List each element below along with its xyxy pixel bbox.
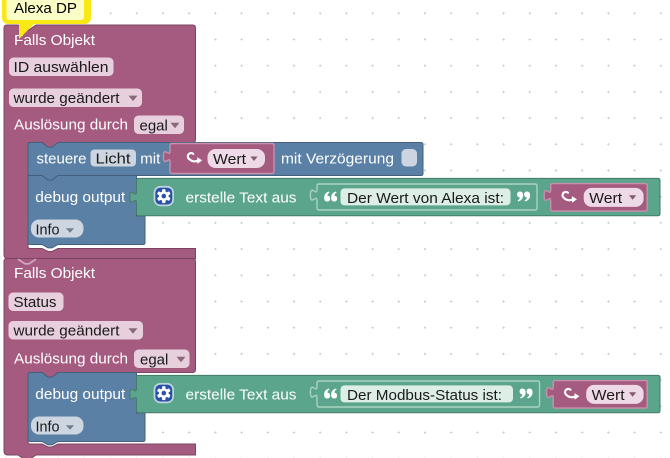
svg-text:wurde geändert: wurde geändert	[12, 323, 120, 340]
svg-text:Falls Objekt: Falls Objekt	[14, 265, 96, 282]
svg-text:Auslösung durch: Auslösung durch	[14, 351, 128, 368]
svg-text:Status: Status	[14, 294, 57, 311]
svg-text:Wert: Wert	[589, 190, 623, 207]
svg-text:erstelle Text aus: erstelle Text aus	[186, 190, 297, 207]
svg-text:Auslösung durch: Auslösung durch	[14, 117, 128, 134]
svg-text:Der Wert von Alexa ist:: Der Wert von Alexa ist:	[347, 190, 504, 207]
svg-text:Licht: Licht	[96, 151, 132, 168]
svg-text:Wert: Wert	[213, 151, 247, 168]
svg-text:debug output: debug output	[35, 189, 126, 206]
svg-text:wurde geändert: wurde geändert	[12, 90, 120, 107]
svg-text:Wert: Wert	[592, 387, 626, 404]
svg-text:erstelle Text aus: erstelle Text aus	[186, 387, 297, 404]
svg-text:mit Verzögerung: mit Verzögerung	[281, 151, 394, 168]
svg-text:Falls Objekt: Falls Objekt	[14, 32, 96, 49]
svg-text:egal: egal	[140, 351, 168, 368]
svg-text:Der Modbus-Status ist:: Der Modbus-Status ist:	[347, 387, 502, 404]
svg-text:Alexa DP: Alexa DP	[14, 0, 77, 17]
svg-text:debug output: debug output	[35, 386, 126, 403]
svg-text:ID auswählen: ID auswählen	[14, 59, 109, 76]
svg-text:Info: Info	[36, 221, 60, 238]
svg-text:mit: mit	[140, 151, 161, 168]
svg-text:egal: egal	[140, 117, 168, 134]
svg-text:Info: Info	[36, 418, 60, 435]
svg-text:steuere: steuere	[37, 151, 87, 168]
